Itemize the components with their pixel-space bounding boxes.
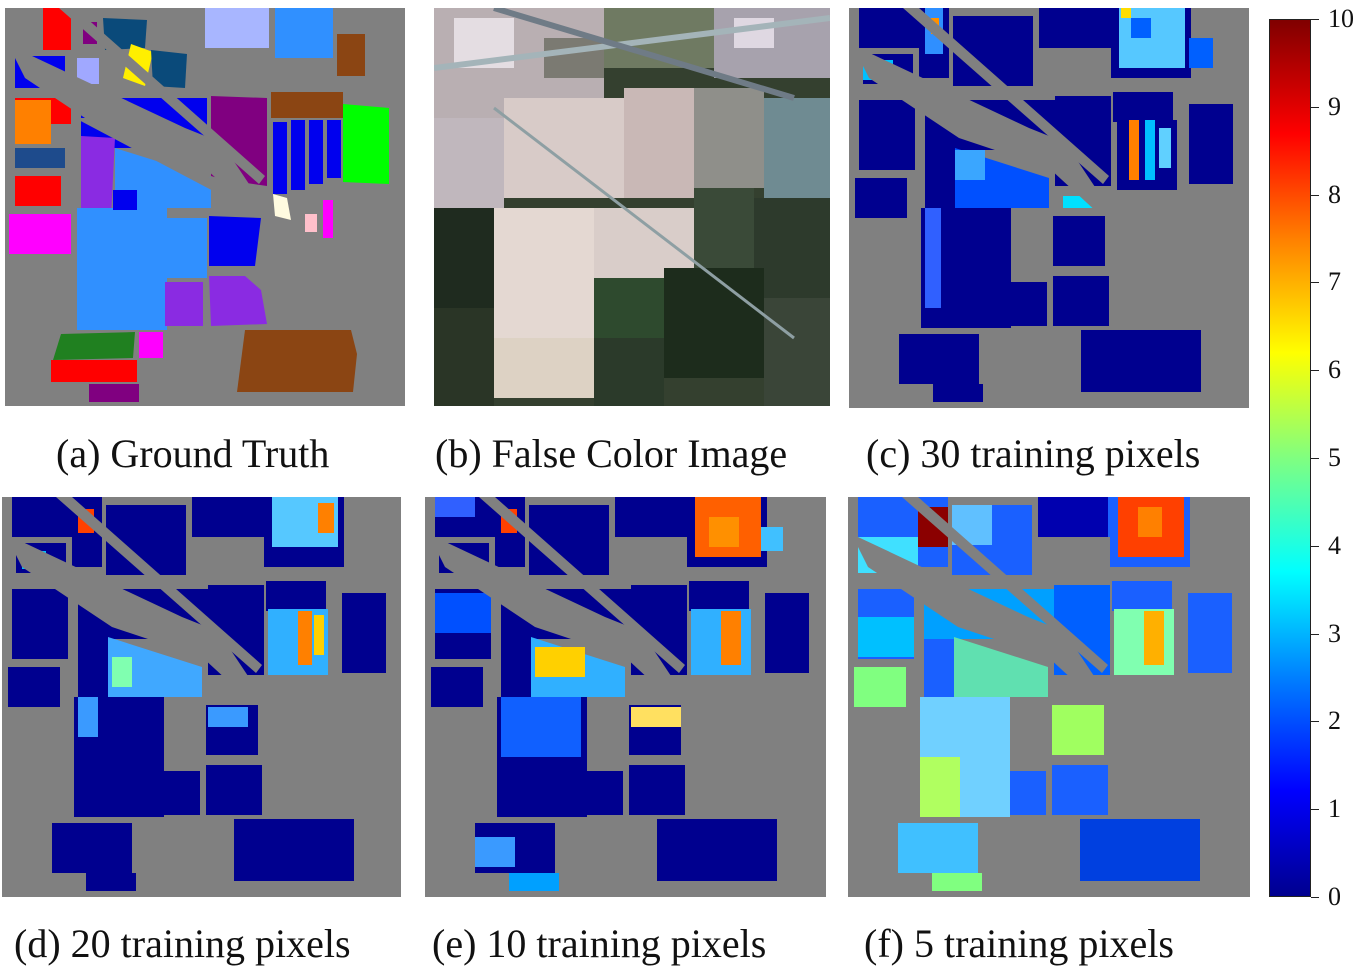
colorbar-tick-label: 4	[1328, 531, 1341, 560]
colorbar-tick-label: 6	[1328, 355, 1341, 384]
caption-30-training-pixels: (c) 30 training pixels	[866, 431, 1201, 476]
colorbar-tick	[1311, 546, 1319, 547]
error-map-30	[849, 8, 1249, 408]
error-map-20	[2, 497, 401, 897]
error-map-5	[848, 497, 1250, 897]
colorbar-tick	[1311, 107, 1319, 108]
colorbar-tick-label: 8	[1328, 180, 1341, 209]
colorbar-tick-label: 2	[1328, 706, 1341, 735]
caption-5-training-pixels: (f) 5 training pixels	[864, 921, 1174, 966]
colorbar-tick-label: 9	[1328, 92, 1341, 121]
colorbar-tick	[1311, 19, 1319, 20]
colorbar	[1269, 19, 1311, 897]
colorbar-tick	[1311, 195, 1319, 196]
caption-10-training-pixels: (e) 10 training pixels	[432, 921, 767, 966]
colorbar-tick-label: 7	[1328, 267, 1341, 296]
colorbar-tick	[1311, 458, 1319, 459]
colorbar-tick-label: 3	[1328, 619, 1341, 648]
caption-false-color-image: (b) False Color Image	[435, 431, 788, 476]
colorbar-tick	[1311, 809, 1319, 810]
colorbar-tick	[1311, 370, 1319, 371]
colorbar-tick	[1311, 721, 1319, 722]
colorbar-tick-label: 10	[1328, 4, 1354, 33]
colorbar-tick-label: 0	[1328, 882, 1341, 911]
colorbar-tick	[1311, 897, 1319, 898]
caption-20-training-pixels: (d) 20 training pixels	[14, 921, 351, 966]
ground-truth-map	[5, 8, 405, 406]
colorbar-tick	[1311, 634, 1319, 635]
colorbar-tick-label: 5	[1328, 443, 1341, 472]
false-color-image	[434, 8, 830, 406]
caption-ground-truth: (a) Ground Truth	[56, 431, 330, 476]
colorbar-tick-label: 1	[1328, 794, 1341, 823]
colorbar-tick	[1311, 282, 1319, 283]
error-map-10	[425, 497, 826, 897]
